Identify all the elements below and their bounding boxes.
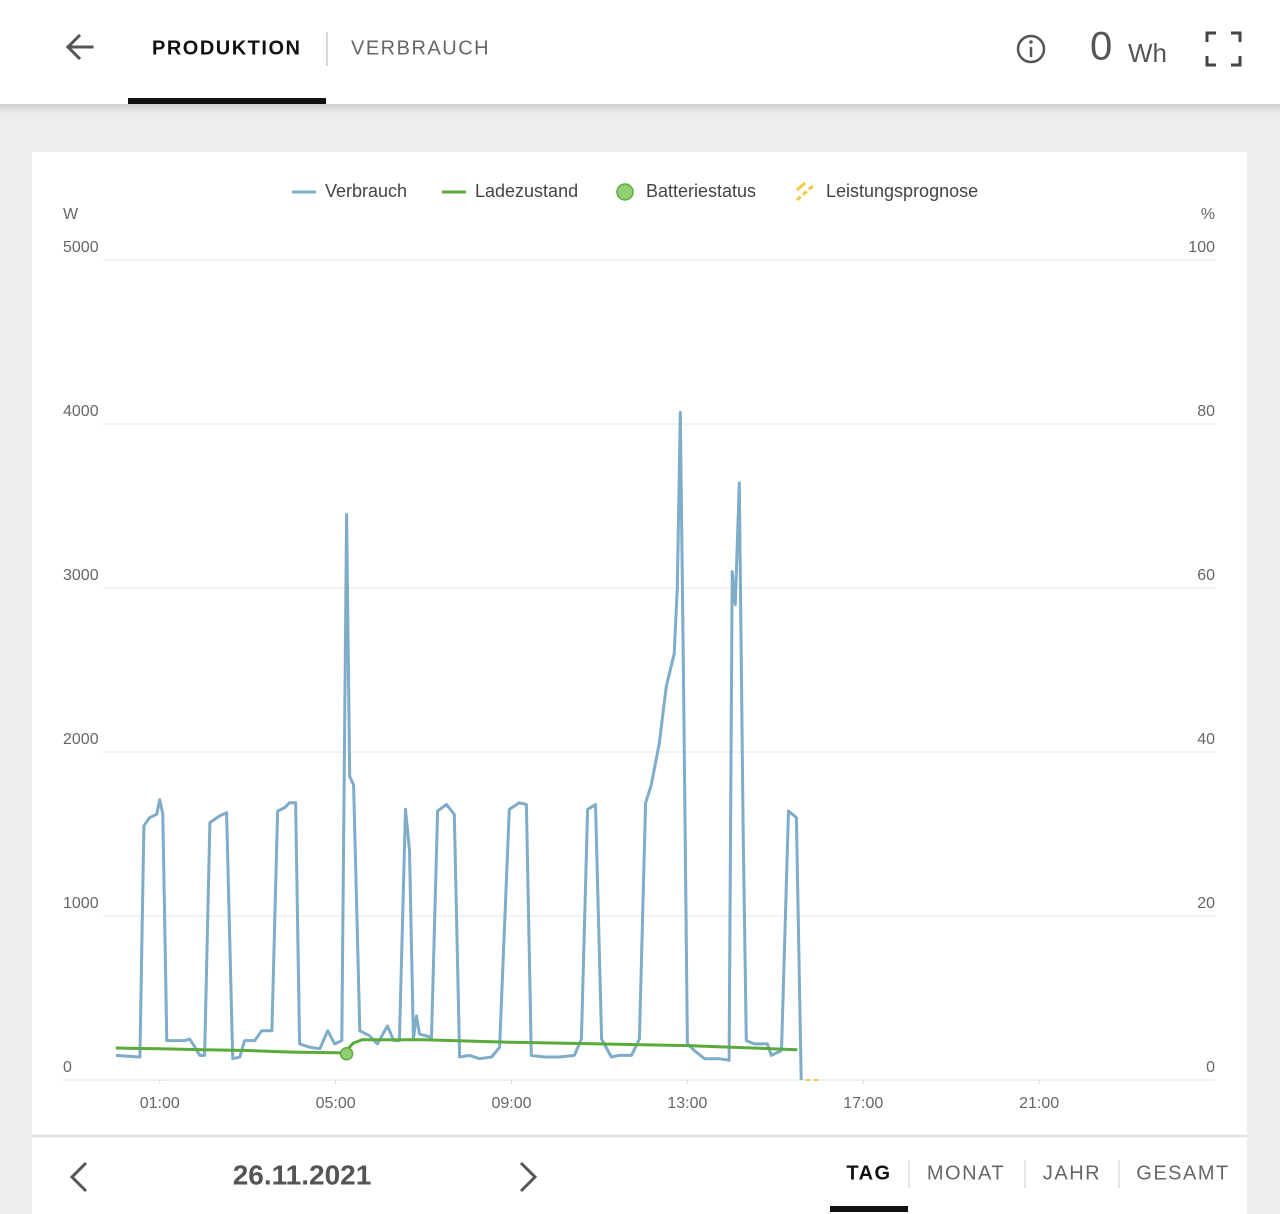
period-tab[interactable]: GESAMT [1136,1162,1229,1184]
legend-label: Leistungsprognose [826,181,978,201]
period-tab[interactable]: TAG [846,1162,891,1184]
battery-status-point [339,1047,354,1061]
y-tick-label: 4000 [63,403,99,420]
legend-item: Verbrauch [292,181,407,201]
total-value: 0 [1090,25,1112,69]
legend-swatch [796,182,816,202]
info-button[interactable] [1016,34,1046,64]
legend-label: Ladezustand [475,181,578,201]
y2-tick-label: 100 [1188,239,1215,256]
legend-item: Leistungsprognose [796,181,978,202]
back-arrow-head [65,33,82,61]
header [0,0,1280,104]
corner [1205,56,1216,67]
next-day[interactable] [519,1161,538,1193]
x-tick-label: 05:00 [316,1095,356,1112]
period-tab[interactable]: MONAT [927,1162,1005,1184]
tab-verbrauch[interactable]: VERBRAUCH [351,37,490,59]
plot: 0 1000 2000 3000 4000 5000 0 20 40 60 80 100 01:00 05… [63,181,1215,1112]
x-tick-label: 21:00 [1019,1095,1059,1112]
legend-item: Batteriestatus [616,181,756,201]
legend-label: Verbrauch [325,181,407,201]
tab-indicator [128,98,326,104]
y-tick-label: 2000 [63,731,99,748]
legend-swatch [796,181,806,192]
info-dot [1029,40,1033,44]
x-tick-label: 17:00 [843,1095,883,1112]
legend-label: Batteriestatus [646,181,756,201]
back-button[interactable] [65,33,94,61]
series-line [115,1038,798,1055]
corner [1231,31,1242,42]
chart-card [32,152,1247,1214]
y2-tick-label: 0 [1206,1059,1215,1076]
total-unit: Wh [1128,38,1167,68]
legend-swatch [616,183,634,201]
y-tick-label: 0 [63,1059,72,1076]
corner [1205,31,1216,42]
x-tick-label: 01:00 [140,1095,180,1112]
info-circle [1016,34,1046,64]
period-indicator [830,1206,908,1212]
y-axis-label: W [63,206,79,223]
x-tick-label: 09:00 [491,1095,531,1112]
header-shadow [0,104,1280,114]
y2-tick-label: 20 [1197,895,1215,912]
y2-tick-label: 40 [1197,731,1215,748]
prev-day[interactable] [69,1161,88,1193]
y2-axis-label: % [1201,206,1215,223]
date-label: 26.11.2021 [233,1159,372,1190]
tab-produktion[interactable]: PRODUKTION [152,37,301,59]
y-tick-label: 5000 [63,239,99,256]
y2-tick-label: 80 [1197,403,1215,420]
y2-tick-label: 60 [1197,567,1215,584]
fullscreen-button[interactable] [1205,31,1242,67]
legend: Verbrauch Ladezustand Batteriestatus Leistu… [292,181,978,202]
corner [1231,56,1242,67]
y-tick-label: 3000 [63,567,99,584]
period-tab[interactable]: JAHR [1043,1162,1101,1184]
x-tick-label: 13:00 [667,1095,707,1112]
legend-item: Ladezustand [442,181,578,201]
y-tick-label: 1000 [63,895,99,912]
